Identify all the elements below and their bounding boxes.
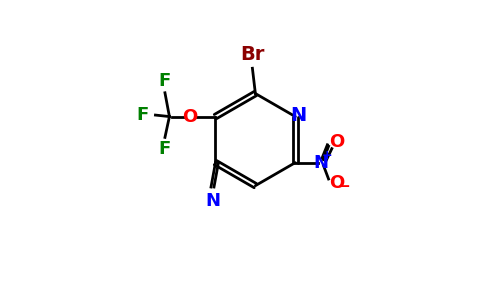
- Text: N: N: [313, 154, 328, 172]
- Text: −: −: [337, 179, 350, 194]
- Text: N: N: [205, 192, 220, 210]
- Text: F: F: [136, 106, 149, 124]
- Text: Br: Br: [240, 45, 265, 64]
- Text: +: +: [322, 149, 333, 162]
- Text: O: O: [329, 133, 344, 151]
- Text: F: F: [159, 72, 171, 90]
- Text: O: O: [182, 108, 198, 126]
- Text: F: F: [159, 140, 171, 158]
- Text: N: N: [291, 106, 307, 124]
- Text: O: O: [329, 174, 344, 192]
